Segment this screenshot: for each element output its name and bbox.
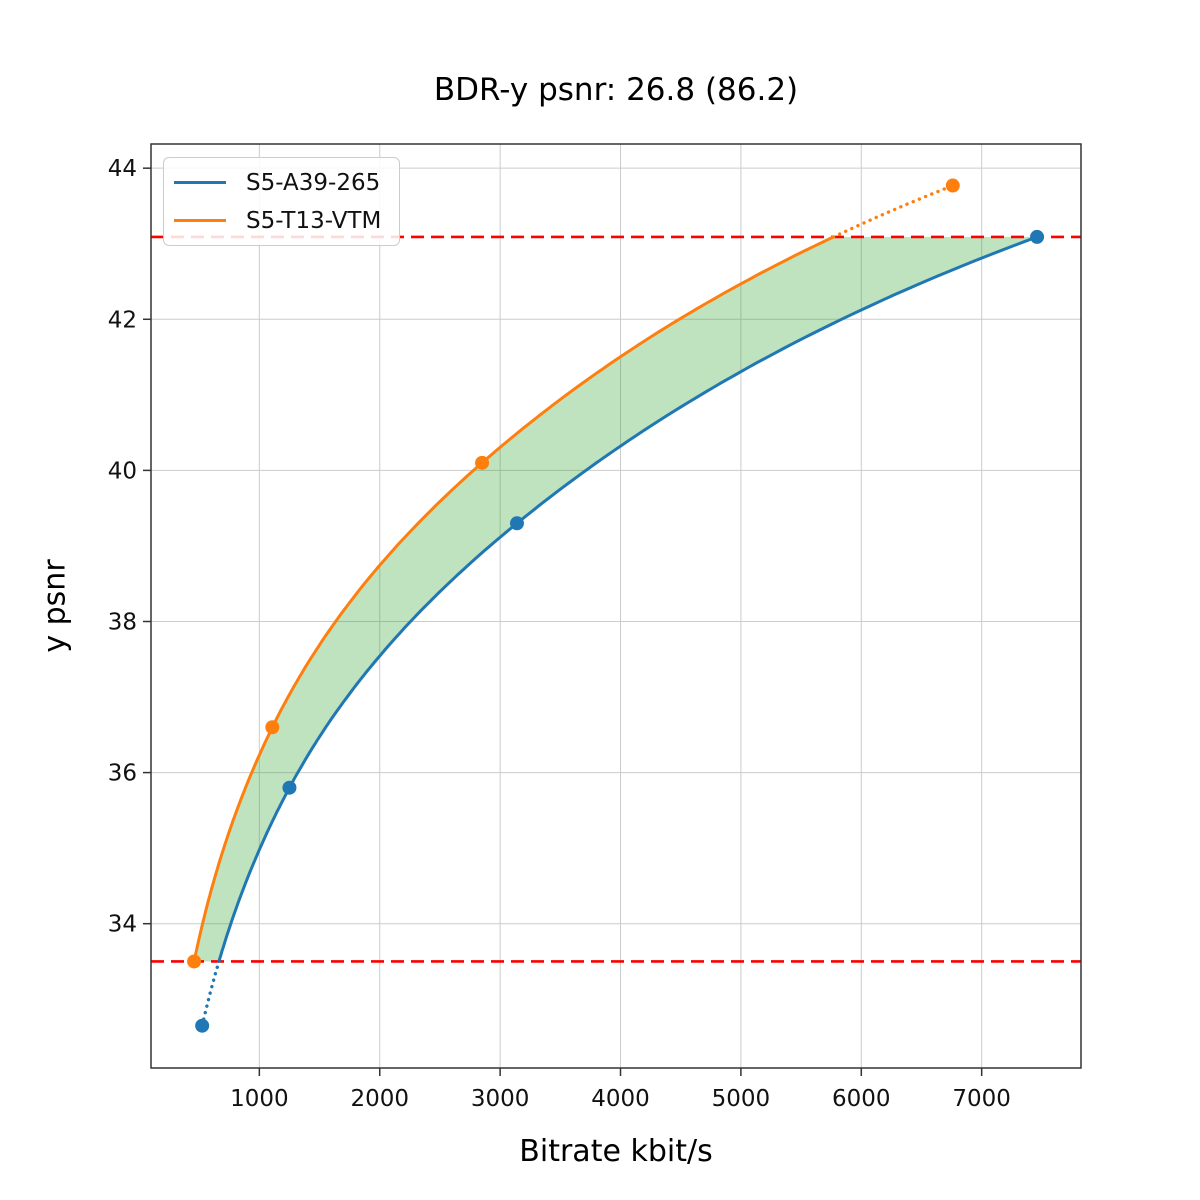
data-point-marker-s5-t13-vtm bbox=[475, 455, 490, 470]
data-point-marker-s5-a39-265 bbox=[282, 780, 297, 795]
y-tick-label: 40 bbox=[108, 458, 137, 484]
bd-fill-region bbox=[194, 236, 1038, 962]
x-tick-label: 6000 bbox=[832, 1086, 891, 1112]
data-point-marker-s5-a39-265 bbox=[195, 1018, 210, 1033]
chart-title: BDR-y psnr: 26.8 (86.2) bbox=[433, 72, 799, 108]
x-tick-label: 4000 bbox=[591, 1086, 650, 1112]
blue-curve bbox=[217, 235, 1039, 963]
data-point-marker-s5-a39-265 bbox=[509, 516, 524, 531]
x-tick-label: 2000 bbox=[350, 1086, 409, 1112]
y-tick-label: 34 bbox=[108, 912, 137, 938]
y-tick-label: 38 bbox=[108, 609, 137, 635]
y-tick-label: 36 bbox=[108, 761, 137, 787]
x-tick-label: 3000 bbox=[471, 1086, 530, 1112]
legend-line-sample-blue bbox=[174, 181, 226, 184]
x-tick-label: 7000 bbox=[952, 1086, 1011, 1112]
y-tick-label: 44 bbox=[108, 156, 137, 182]
data-point-marker-s5-t13-vtm bbox=[187, 954, 202, 969]
legend-line-sample-orange bbox=[174, 219, 226, 222]
plot-border bbox=[150, 143, 1082, 1069]
data-point-marker-s5-a39-265 bbox=[1030, 229, 1045, 244]
legend-label: S5-A39-265 bbox=[246, 169, 381, 196]
x-axis-label: Bitrate kbit/s bbox=[519, 1134, 713, 1169]
x-tick-label: 5000 bbox=[712, 1086, 771, 1112]
legend-entry-s5-t13-vtm: S5-T13-VTM bbox=[174, 205, 381, 236]
data-point-marker-s5-t13-vtm bbox=[945, 178, 960, 193]
orange-curve-dotted bbox=[831, 183, 955, 239]
y-axis-label: y psnr bbox=[37, 559, 73, 653]
legend: S5-A39-265 S5-T13-VTM bbox=[163, 157, 401, 246]
blue-curve-dotted bbox=[200, 959, 221, 1028]
y-tick-label: 42 bbox=[108, 307, 137, 333]
data-point-marker-s5-t13-vtm bbox=[265, 720, 280, 735]
orange-curve bbox=[192, 235, 835, 963]
legend-label: S5-T13-VTM bbox=[246, 207, 382, 234]
x-tick-label: 1000 bbox=[230, 1086, 289, 1112]
legend-entry-s5-a39-265: S5-A39-265 bbox=[174, 167, 381, 198]
